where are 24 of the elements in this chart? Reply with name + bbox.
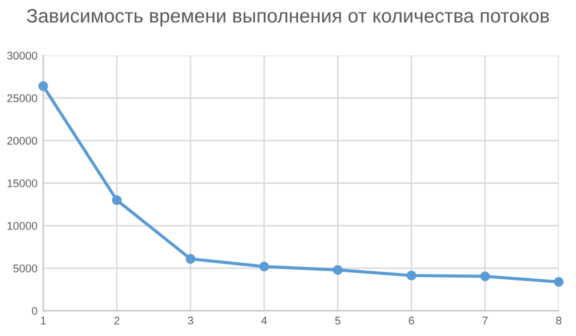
point: [186, 254, 196, 264]
x-tick-label: 2: [114, 316, 120, 324]
point: [259, 262, 269, 272]
point: [406, 270, 416, 280]
point: [554, 277, 564, 287]
x-tick-label: 1: [40, 316, 46, 324]
y-tick-label: 10000: [8, 222, 38, 230]
x-tick-label: 7: [482, 316, 488, 324]
point: [480, 271, 490, 282]
x-tick-label: 6: [408, 316, 414, 325]
x-tick-label: 8: [556, 316, 562, 325]
point: [332, 265, 343, 275]
chart-title: Зависимость времени выполнения от количества потоков: [26, 8, 549, 27]
point: [38, 81, 48, 91]
x-tick-label: 5: [335, 316, 340, 325]
y-tick-label: 25000: [7, 94, 38, 102]
y-tick-label: 5000: [13, 264, 38, 272]
x-tick-label: 4: [261, 316, 267, 324]
y-tick-label: 20000: [7, 136, 38, 145]
y-tick-label: 0: [32, 307, 38, 315]
y-tick-label: 30000: [7, 52, 38, 60]
x-tick-label: 3: [188, 316, 194, 325]
point: [112, 195, 122, 206]
y-tick-label: 15000: [8, 179, 38, 188]
